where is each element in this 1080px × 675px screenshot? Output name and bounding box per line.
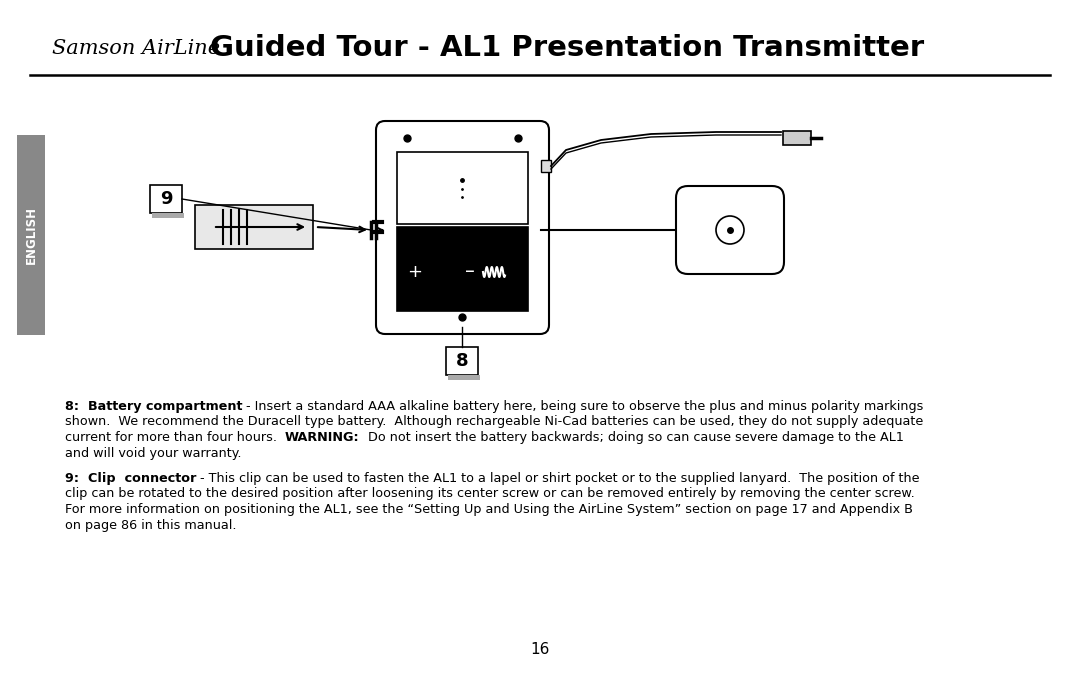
Bar (541, 160, 551, 172)
Text: Samson AirLine: Samson AirLine (52, 38, 220, 57)
Bar (195, 205, 313, 249)
Text: 9:  Clip  connector: 9: Clip connector (65, 472, 197, 485)
Text: For more information on positioning the AL1, see the “Setting Up and Using the A: For more information on positioning the … (65, 503, 913, 516)
Bar (448, 375, 480, 380)
Bar (17, 135, 45, 335)
Text: - Insert a standard AAA alkaline battery here, being sure to observe the plus an: - Insert a standard AAA alkaline battery… (243, 400, 923, 413)
Bar (150, 185, 183, 213)
Text: Guided Tour - AL1 Presentation Transmitter: Guided Tour - AL1 Presentation Transmitt… (210, 34, 924, 62)
Text: –: – (465, 263, 475, 281)
Text: 8:  Battery compartment: 8: Battery compartment (65, 400, 243, 413)
Circle shape (716, 216, 744, 244)
Text: WARNING:: WARNING: (285, 431, 360, 444)
Bar (397, 227, 528, 311)
Text: Do not insert the battery backwards; doing so can cause severe damage to the AL1: Do not insert the battery backwards; doi… (360, 431, 904, 444)
Text: 8: 8 (456, 352, 469, 370)
Text: 9: 9 (160, 190, 172, 208)
Bar (783, 131, 811, 145)
Text: 16: 16 (530, 643, 550, 657)
Bar (397, 152, 528, 224)
Text: on page 86 in this manual.: on page 86 in this manual. (65, 518, 237, 531)
FancyBboxPatch shape (676, 186, 784, 274)
Text: ENGLISH: ENGLISH (25, 206, 38, 264)
Text: current for more than four hours.: current for more than four hours. (65, 431, 285, 444)
Text: shown.  We recommend the Duracell type battery.  Although rechargeable Ni-Cad ba: shown. We recommend the Duracell type ba… (65, 416, 923, 429)
Text: clip can be rotated to the desired position after loosening its center screw or : clip can be rotated to the desired posit… (65, 487, 915, 500)
Text: - This clip can be used to fasten the AL1 to a lapel or shirt pocket or to the s: - This clip can be used to fasten the AL… (197, 472, 920, 485)
Bar (446, 347, 478, 375)
Text: +: + (407, 263, 422, 281)
Text: and will void your warranty.: and will void your warranty. (65, 446, 242, 460)
Bar (152, 213, 184, 218)
FancyBboxPatch shape (376, 121, 549, 334)
